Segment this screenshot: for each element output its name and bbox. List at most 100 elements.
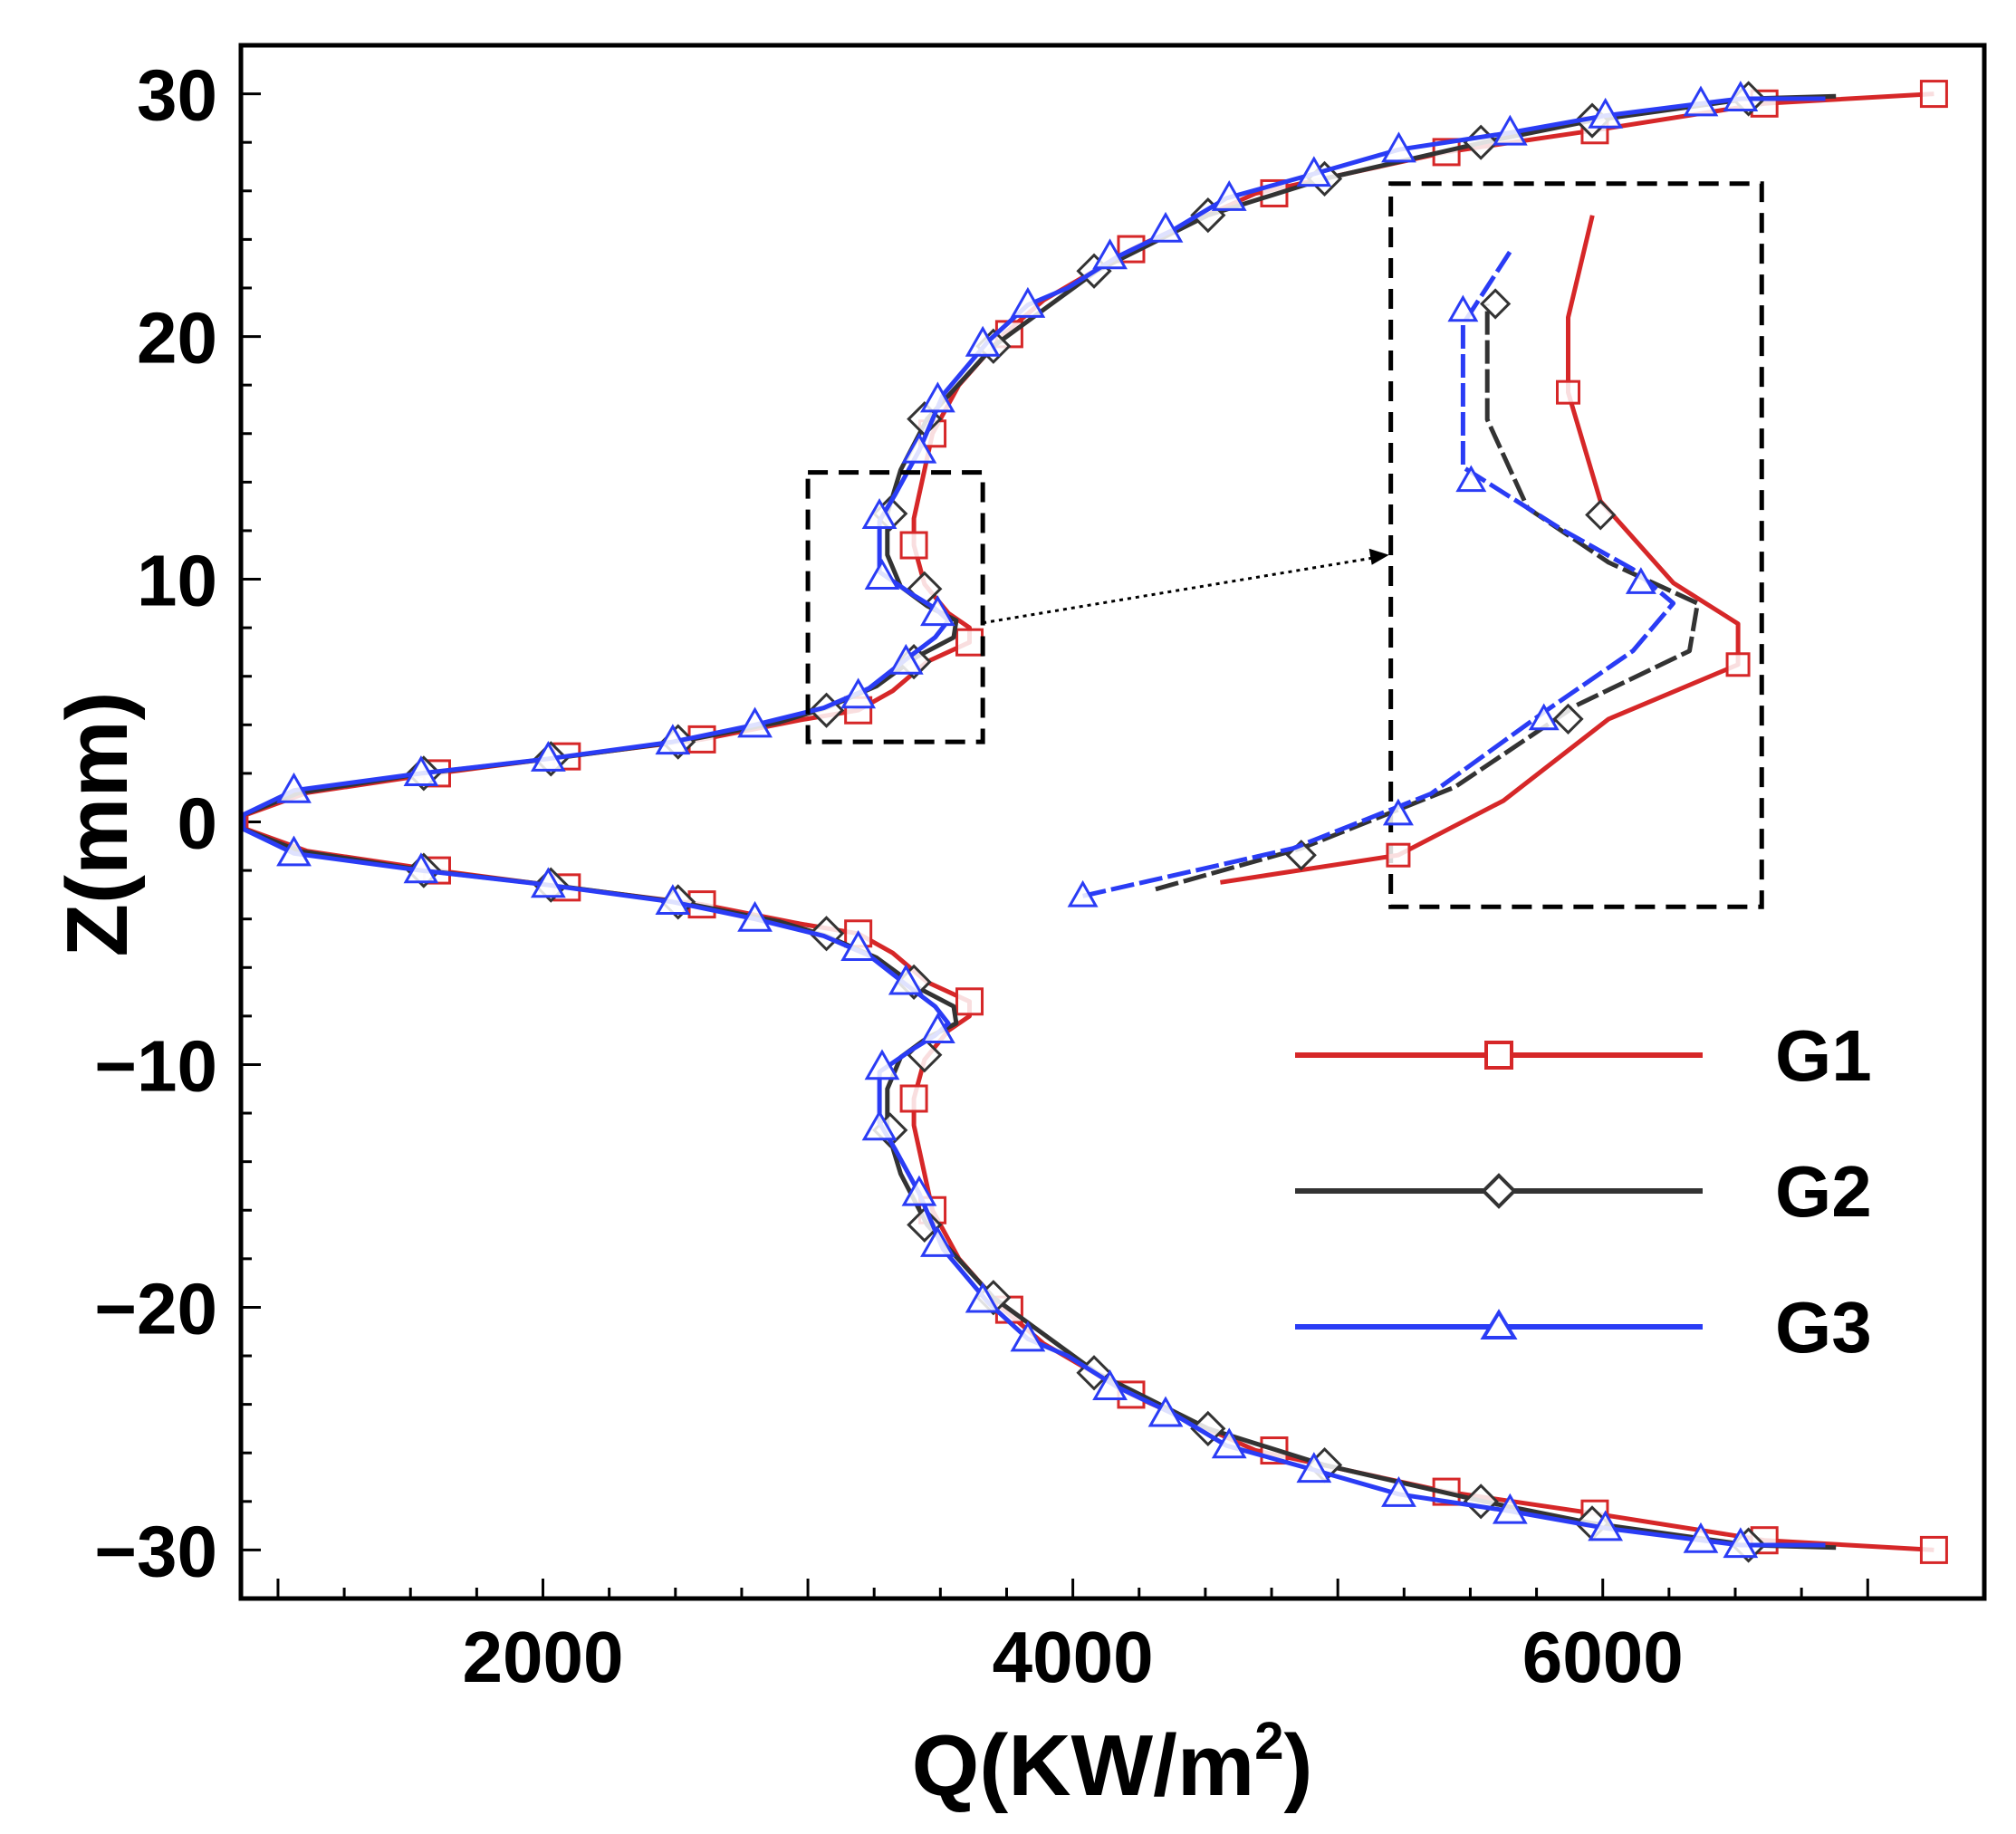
series-line-g3	[241, 96, 1826, 1548]
data-point-marker	[276, 835, 312, 867]
data-point-marker	[1010, 1320, 1046, 1352]
data-point-marker	[965, 1282, 1001, 1313]
data-point-marker	[1147, 211, 1184, 243]
data-point-marker	[737, 706, 773, 738]
data-point-marker	[1092, 238, 1128, 270]
data-point-marker	[737, 900, 773, 932]
data-point-marker	[1625, 567, 1656, 594]
data-point-marker	[1381, 1475, 1416, 1507]
x-tick-label: 4000	[993, 1617, 1154, 1697]
x-axis-label: Q(KW/m2)	[912, 1712, 1313, 1814]
data-point-marker	[1147, 1396, 1184, 1427]
data-point-marker	[655, 884, 691, 916]
data-point-marker	[1492, 114, 1528, 146]
data-point-marker	[1010, 286, 1046, 318]
data-point-marker	[655, 724, 691, 755]
data-point-marker	[1382, 798, 1414, 826]
data-point-marker	[1190, 1410, 1226, 1447]
x-tick-label: 6000	[1522, 1617, 1684, 1697]
legend-entry-g3: G3	[1295, 1287, 1872, 1368]
data-point-marker	[955, 987, 984, 1016]
x-tick-label: 2000	[463, 1617, 624, 1697]
data-point-marker	[864, 559, 900, 590]
x-tick-labels: 2000 4000 6000	[463, 1617, 1684, 1697]
inset-line-g3	[1082, 247, 1676, 898]
data-point-marker	[888, 643, 924, 675]
y-tick-label: 10	[137, 541, 217, 621]
inset-layer	[805, 181, 1764, 909]
data-point-marker	[840, 677, 877, 709]
data-point-marker	[864, 1049, 900, 1080]
data-point-marker	[920, 381, 955, 413]
data-point-marker	[965, 325, 1001, 357]
data-point-marker	[1919, 1535, 1948, 1564]
data-point-marker	[1683, 1522, 1719, 1553]
data-point-marker	[840, 930, 877, 961]
data-point-marker	[861, 1109, 898, 1141]
data-point-marker	[920, 1013, 955, 1044]
x-axis-label-main: Q(KW/m	[912, 1717, 1255, 1814]
data-point-marker	[276, 772, 312, 803]
inset-line-g2	[1155, 303, 1700, 892]
data-point-marker	[1552, 703, 1584, 735]
data-point-marker	[1723, 1527, 1759, 1559]
legend-label-g1: G1	[1775, 1015, 1872, 1096]
data-point-marker	[1585, 499, 1617, 531]
data-point-marker	[901, 432, 937, 464]
x-axis-label-superscript: 2	[1254, 1712, 1283, 1771]
y-tick-label: 30	[137, 55, 217, 136]
data-point-marker	[1556, 379, 1580, 405]
data-point-marker	[1725, 652, 1751, 677]
data-point-marker	[1092, 1369, 1128, 1400]
data-point-marker	[861, 498, 898, 529]
data-point-marker	[1683, 85, 1719, 117]
y-tick-labels: 30 20 10 0 −10 −20 −30	[94, 55, 217, 1592]
data-point-marker	[888, 964, 924, 995]
data-point-marker	[1588, 1510, 1624, 1541]
data-point-marker	[530, 867, 566, 898]
legend-marker-g1	[1484, 1041, 1513, 1070]
legend-entry-g1: G1	[1295, 1015, 1872, 1096]
zoom-source-box	[805, 470, 985, 744]
data-point-marker	[1296, 1452, 1332, 1484]
y-tick-label: 20	[137, 298, 217, 379]
data-point-marker	[920, 595, 955, 627]
data-point-marker	[1296, 156, 1332, 187]
inset-line-g1	[1220, 215, 1741, 885]
data-point-marker	[1528, 703, 1560, 731]
data-point-marker	[1381, 131, 1416, 163]
legend-label-g3: G3	[1775, 1287, 1872, 1368]
data-point-marker	[1479, 288, 1512, 320]
data-point-marker	[1919, 80, 1948, 109]
data-point-marker	[920, 1225, 955, 1257]
zoom-arrow-head	[1368, 548, 1389, 565]
series-layer	[241, 80, 1948, 1564]
x-axis-label-close: )	[1283, 1717, 1312, 1814]
legend-label-g2: G2	[1775, 1151, 1872, 1232]
data-point-marker	[1211, 179, 1247, 211]
data-point-marker	[1067, 879, 1099, 907]
y-tick-label: −30	[94, 1511, 217, 1591]
y-tick-label: −10	[94, 1025, 217, 1106]
data-point-marker	[955, 628, 984, 657]
legend-marker-g2	[1481, 1173, 1517, 1209]
legend-entry-g2: G2	[1295, 1151, 1872, 1232]
zoom-target-box	[1388, 181, 1764, 909]
data-point-marker	[1455, 465, 1487, 493]
data-point-marker	[1211, 1427, 1247, 1459]
data-point-marker	[1492, 1493, 1528, 1524]
zoom-arrow-line	[982, 556, 1375, 625]
data-point-marker	[1723, 81, 1759, 112]
legend-marker-g3	[1480, 1309, 1518, 1339]
data-point-marker	[907, 1206, 943, 1243]
data-point-marker	[899, 531, 928, 560]
data-point-marker	[1588, 97, 1624, 129]
data-point-marker	[403, 755, 439, 787]
data-point-marker	[1386, 842, 1411, 868]
data-point-marker	[1447, 294, 1479, 322]
y-axis-label: Z(mm)	[49, 691, 146, 956]
data-point-marker	[530, 741, 566, 772]
series-g3	[241, 81, 1826, 1559]
data-point-marker	[403, 852, 439, 884]
